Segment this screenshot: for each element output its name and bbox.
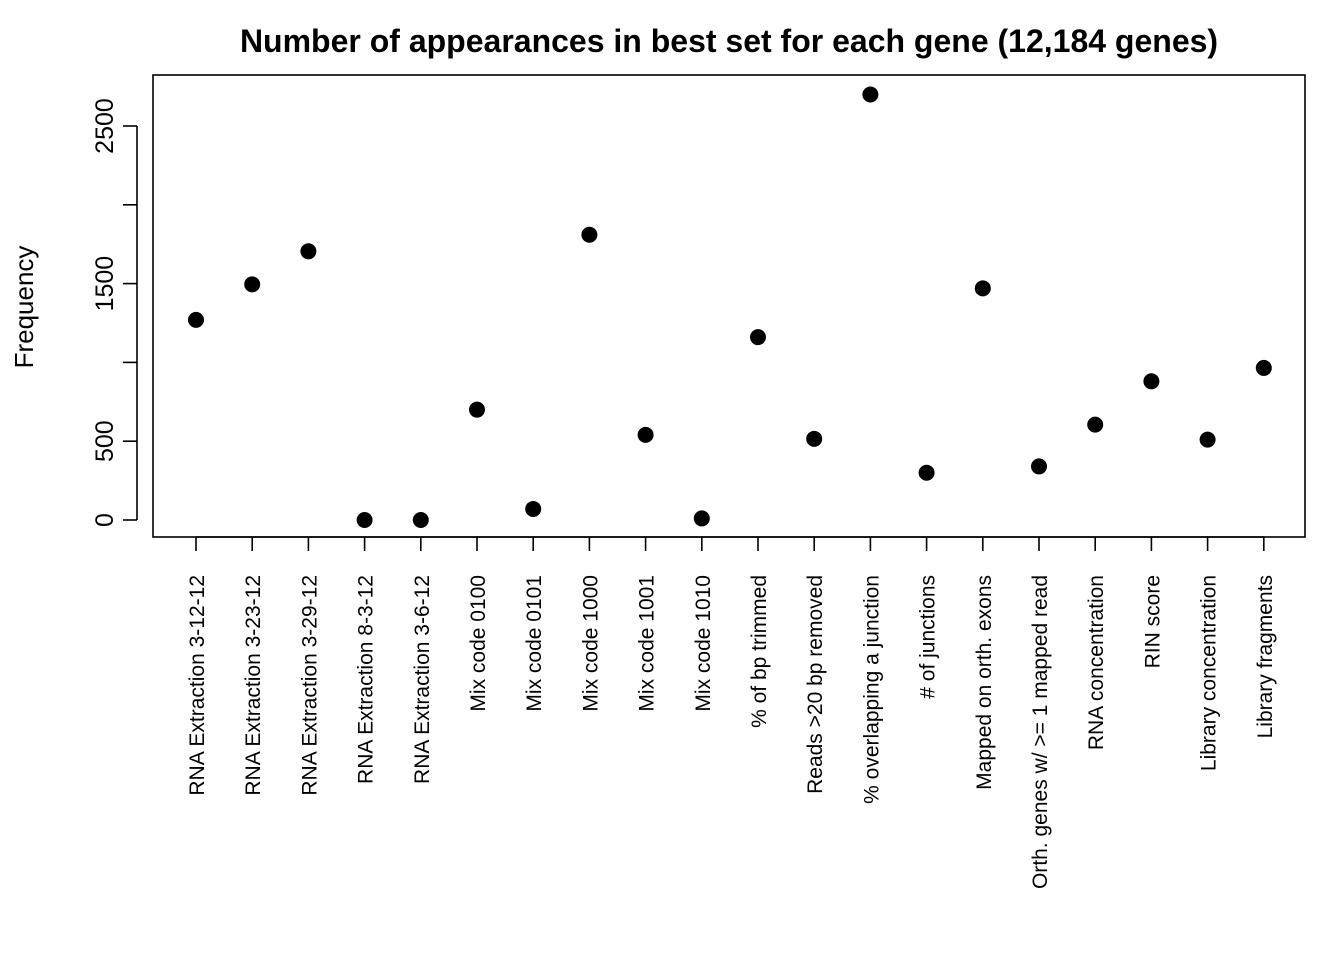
y-tick-label: 2500 — [91, 98, 119, 154]
data-point — [244, 276, 261, 293]
y-tick-label: 0 — [91, 513, 119, 527]
y-tick-label: 500 — [91, 420, 119, 462]
x-tick-label: Reads >20 bp removed — [804, 575, 827, 794]
x-tick-label: Mix code 0101 — [523, 575, 546, 712]
data-point — [806, 430, 823, 447]
x-tick-label: RNA Extraction 3-29-12 — [298, 575, 321, 796]
data-point — [750, 329, 766, 346]
data-point — [300, 243, 317, 260]
x-tick-label: % of bp trimmed — [748, 575, 771, 728]
data-point — [918, 464, 935, 481]
y-axis-label: Frequency — [9, 246, 39, 369]
data-point — [637, 426, 654, 443]
x-tick-label: Orth. genes w/ >= 1 mapped read — [1029, 575, 1052, 889]
data-point — [1087, 416, 1104, 433]
data-point — [974, 280, 991, 297]
data-point — [581, 226, 598, 243]
x-tick-label: Mapped on orth. exons — [973, 575, 996, 790]
data-point — [469, 401, 485, 418]
y-tick-label: 1500 — [91, 256, 119, 312]
x-tick-label: RNA concentration — [1085, 575, 1108, 750]
x-tick-label: RIN score — [1141, 575, 1164, 668]
x-tick-label: Mix code 0100 — [467, 575, 490, 712]
data-points — [188, 86, 1272, 528]
x-tick-label: % overlapping a junction — [860, 575, 883, 804]
plot-frame — [152, 74, 1306, 538]
data-point — [412, 512, 429, 528]
data-point — [1199, 431, 1216, 448]
x-tick-label: RNA Extraction 3-6-12 — [411, 575, 434, 784]
x-tick-label: Library concentration — [1198, 575, 1221, 771]
data-point — [356, 512, 373, 528]
x-tick-label: Mix code 1000 — [579, 575, 602, 712]
x-tick-label: Mix code 1010 — [692, 575, 715, 712]
x-tick-label: Mix code 1001 — [636, 575, 659, 712]
data-point — [862, 86, 879, 103]
data-point — [1255, 359, 1272, 376]
y-axis: 0 500 1500 2500 — [91, 98, 138, 527]
data-point — [693, 510, 710, 527]
data-point — [1143, 373, 1160, 390]
data-point — [525, 500, 542, 517]
x-tick-label: RNA Extraction 8-3-12 — [355, 575, 378, 784]
data-point — [1031, 458, 1047, 475]
x-tick-label: # of junctions — [917, 575, 940, 699]
x-tick-label: RNA Extraction 3-12-12 — [186, 575, 209, 796]
x-tick-label: RNA Extraction 3-23-12 — [242, 575, 265, 796]
x-tick-label: Library fragments — [1254, 575, 1277, 738]
chart-title: Number of appearances in best set for ea… — [240, 23, 1218, 59]
x-axis: RNA Extraction 3-12-12 RNA Extraction 3-2… — [186, 536, 1277, 889]
data-point — [188, 311, 204, 328]
